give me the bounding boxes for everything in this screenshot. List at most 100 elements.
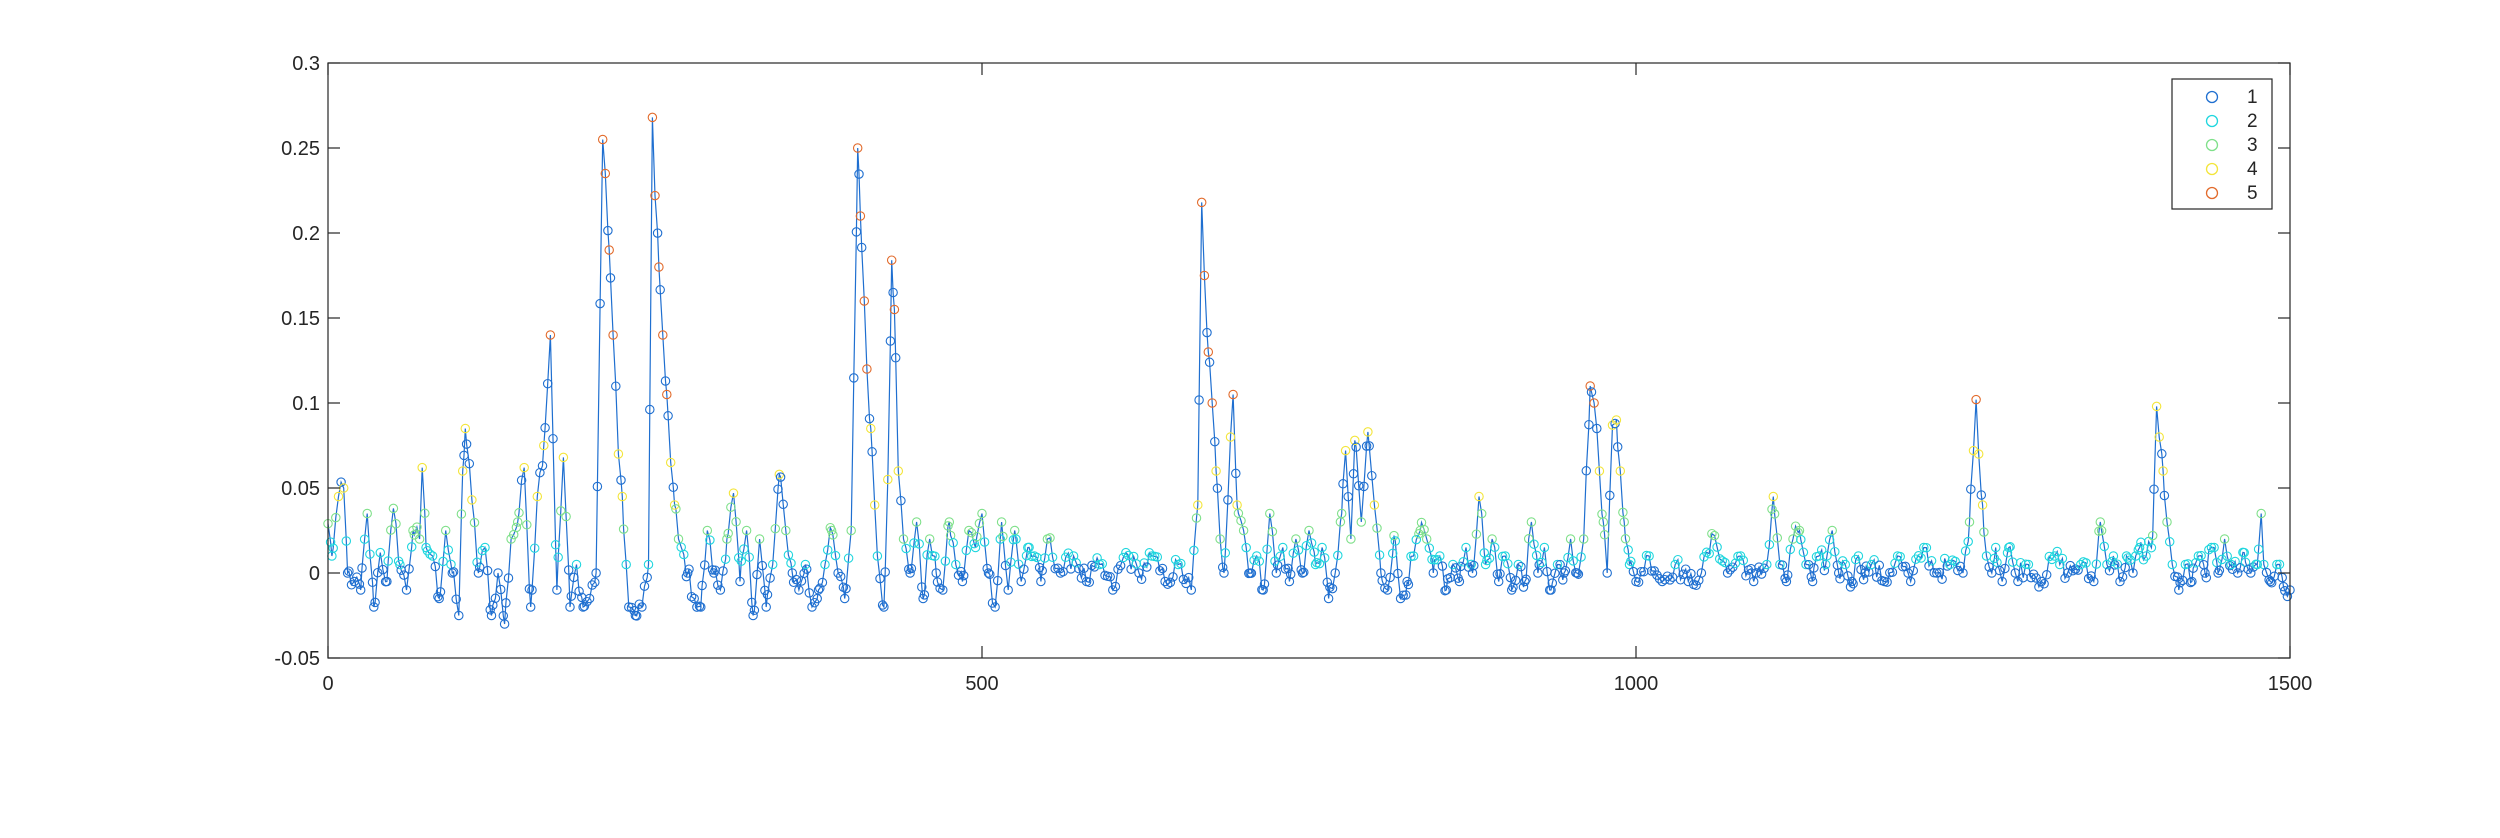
data-point-class-4 [1369,500,1380,510]
data-point-class-1 [595,298,605,309]
data-point-class-1 [682,568,693,578]
data-point-class-2 [1411,534,1422,545]
data-point-class-2 [1319,553,1330,563]
data-point-class-3 [1476,508,1487,519]
data-point-class-1 [2214,565,2225,576]
legend-marker [2205,162,2219,176]
data-point-class-1 [1440,585,1450,596]
y-tick-label: 0.2 [292,223,320,245]
data-point-class-1 [684,564,694,574]
data-point-class-3 [1767,504,1777,514]
data-point-class-2 [1720,557,1730,568]
data-point-class-1 [652,228,663,238]
data-point-class-1 [1806,572,1817,582]
data-point-class-1 [1751,568,1762,578]
data-point-class-1 [516,475,527,486]
data-point-class-5 [650,190,660,201]
data-point-class-1 [1994,565,2005,576]
data-point-class-1 [2034,582,2044,592]
data-point-class-1 [2175,577,2185,588]
data-point-class-1 [2115,576,2125,587]
data-point-class-1 [668,482,679,493]
data-point-class-3 [1979,527,1989,537]
data-point-class-1 [482,565,493,576]
data-point-class-1 [493,568,503,578]
data-point-class-2 [1189,545,1199,556]
legend-label: 3 [2247,135,2258,156]
data-point-class-2 [1011,534,1021,544]
data-point-class-1 [1845,582,1856,592]
data-point-class-1 [1550,568,1560,579]
data-point-class-1 [1454,576,1465,587]
data-point-class-2 [643,559,654,570]
data-point-class-3 [1964,517,1975,527]
data-point-class-3 [1523,534,1534,544]
data-point-class-4 [1340,445,1351,456]
data-point-class-1 [1958,568,1968,578]
data-point-class-1 [2089,576,2099,587]
data-point-class-5 [1199,270,1210,281]
data-point-class-1 [1495,569,1505,579]
data-point-class-1 [856,242,867,253]
data-point-class-2 [427,551,438,561]
data-point-class-5 [1971,394,1981,405]
data-point-class-2 [1317,542,1327,553]
data-point-class-5 [654,262,664,272]
data-point-class-1 [1160,576,1170,587]
data-point-class-2 [1484,553,1495,564]
data-point-class-1 [890,353,901,363]
data-point-class-4 [1193,500,1203,510]
data-point-class-1 [1756,569,1767,579]
data-point-class-1 [1210,436,1220,447]
data-point-class-2 [1704,548,1714,559]
data-point-class-1 [931,568,941,578]
data-point-class-3 [1265,508,1275,519]
data-point-class-1 [525,602,536,612]
data-point-class-1 [1361,441,1372,451]
data-point-class-1 [1937,574,1947,584]
data-point-class-2 [2057,553,2068,564]
data-point-class-1 [1955,561,1966,572]
data-point-class-1 [1322,577,1333,588]
data-point-class-1 [2282,591,2293,602]
data-point-class-4 [1594,466,1605,476]
data-point-class-1 [401,585,412,595]
data-point-class-2 [571,559,582,570]
data-point-class-3 [974,518,985,529]
data-point-class-3 [726,502,736,512]
data-point-class-2 [948,538,958,548]
data-point-class-1 [1636,566,1646,577]
data-point-class-1 [851,227,862,237]
data-point-class-1 [404,564,414,574]
data-point-class-2 [1801,559,1811,570]
y-tick-label: 0 [309,563,320,585]
data-point-class-1 [372,567,383,578]
data-point-class-3 [770,523,781,534]
data-point-class-1 [1686,568,1696,579]
data-point-class-1 [2026,572,2036,583]
data-point-class-1 [932,577,943,587]
data-point-class-2 [961,545,972,556]
data-point-class-5 [859,296,870,306]
data-point-class-2 [2023,559,2034,570]
data-point-class-2 [872,551,883,561]
data-point-class-2 [395,559,405,570]
data-point-class-1 [1285,569,1296,580]
data-point-class-1 [1181,578,1191,589]
legend-marker [2205,186,2219,200]
data-point-class-1 [2060,573,2070,584]
data-point-class-1 [864,413,875,424]
data-point-class-1 [885,336,896,346]
data-point-class-2 [2099,541,2110,552]
data-point-class-2 [1576,552,1586,562]
data-point-class-1 [2000,563,2010,574]
data-point-class-1 [1299,567,1309,578]
data-point-class-2 [2204,544,2214,555]
data-point-class-1 [2039,579,2049,589]
data-point-class-1 [1437,561,1448,571]
data-point-class-2 [2272,559,2282,570]
data-point-class-1 [1272,560,1283,570]
data-point-class-1 [344,566,354,576]
data-point-class-2 [1293,545,1304,555]
